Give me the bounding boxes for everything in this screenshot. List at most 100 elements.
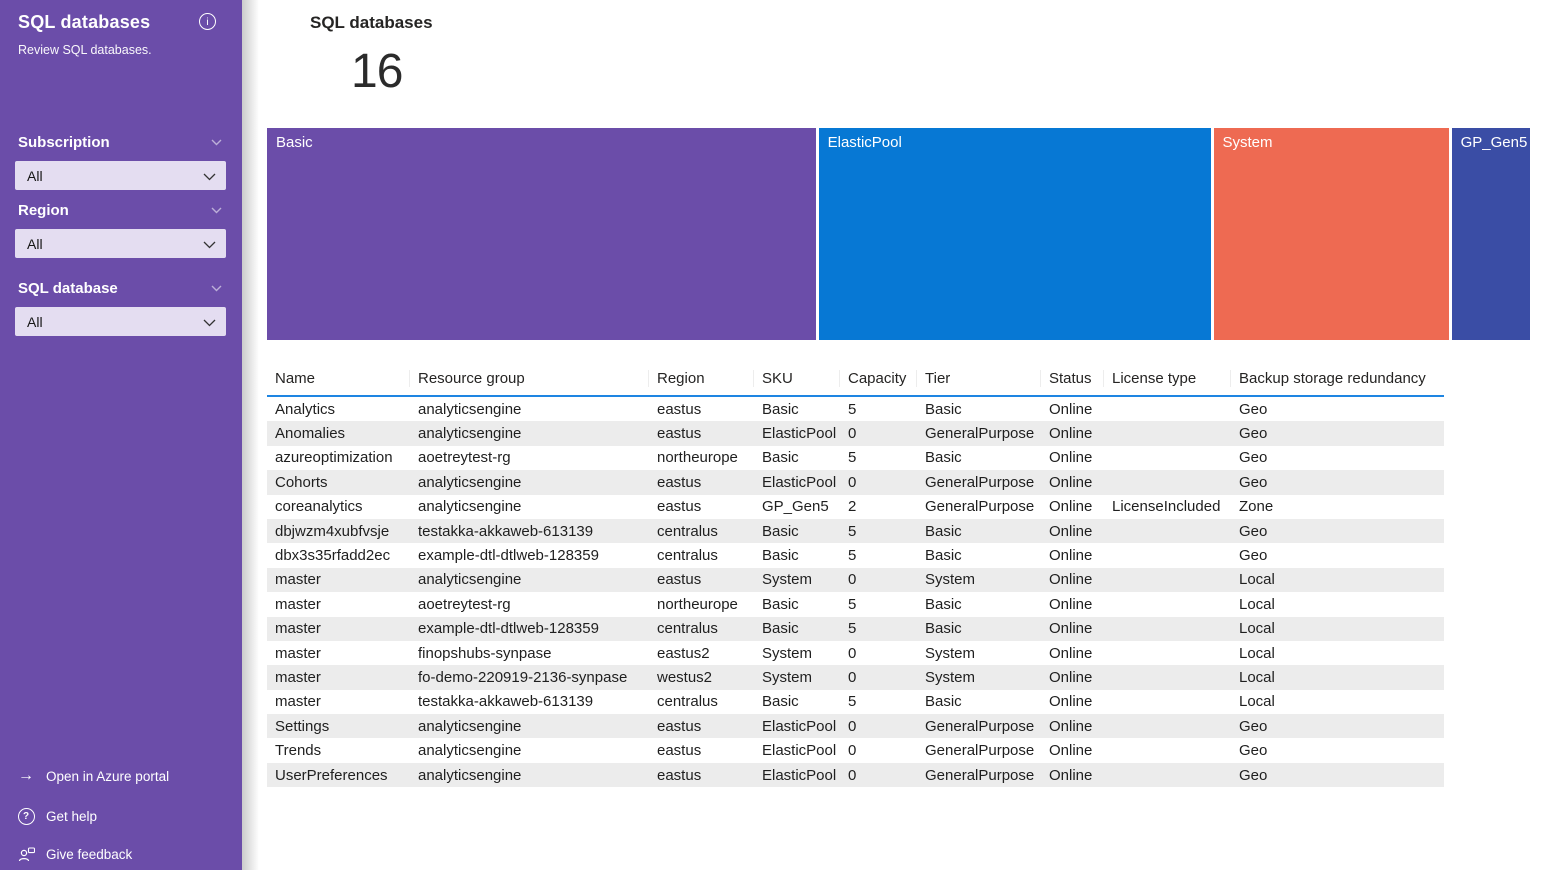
table-cell: 0 — [848, 766, 857, 784]
table-row[interactable]: master fo-demo-220919-2136-synpase westus2… — [267, 665, 1444, 690]
table-row[interactable]: dbjwzm4xubfvsje testakka-akkaweb-613139 ce… — [267, 518, 1444, 544]
sidebar-shadow — [242, 0, 259, 870]
table-cell: azureoptimization — [275, 449, 393, 467]
feedback-person-icon — [17, 847, 35, 862]
table-cell: centralus — [657, 693, 718, 711]
table-cell: Online — [1049, 693, 1093, 711]
column-header[interactable]: Region — [649, 369, 754, 387]
dropdown-value: All — [27, 167, 43, 184]
table-cell: testakka-akkaweb-613139 — [418, 693, 594, 711]
table-cell: Local — [1239, 644, 1275, 662]
table-cell: Geo — [1239, 742, 1268, 760]
table-cell: Online — [1049, 547, 1093, 565]
column-header[interactable]: Status — [1041, 369, 1104, 387]
table-row[interactable]: master analyticsengine eastus System 0 System… — [267, 567, 1444, 593]
table-cell: Geo — [1239, 717, 1268, 735]
table-row[interactable]: UserPreferences analyticsengine eastus Elas… — [267, 762, 1444, 788]
table-cell: Online — [1049, 498, 1093, 516]
column-header[interactable]: SKU — [754, 369, 840, 387]
column-header[interactable]: Resource group — [410, 369, 649, 387]
table-row[interactable]: coreanalytics analyticsengine eastus GP_Gen… — [267, 495, 1444, 519]
table-cell: Basic — [925, 522, 962, 540]
table-cell: Local — [1239, 620, 1275, 638]
table-cell: GeneralPurpose — [925, 473, 1035, 491]
table-cell: master — [275, 620, 321, 638]
table-cell: 0 — [848, 473, 857, 491]
table-cell: GeneralPurpose — [925, 717, 1035, 735]
table-cell: eastus — [657, 742, 702, 760]
table-cell: System — [925, 668, 976, 686]
column-header[interactable]: License type — [1104, 369, 1231, 387]
link-label: Get help — [46, 809, 98, 824]
chevron-down-icon — [203, 314, 216, 330]
column-header[interactable]: Name — [267, 369, 410, 387]
table-cell: 2 — [848, 498, 857, 516]
treemap-segment-label: System — [1222, 134, 1273, 151]
column-header[interactable]: Backup storage redundancy — [1239, 369, 1426, 387]
treemap-segment-label: ElasticPool — [827, 134, 902, 151]
treemap-segment-basic[interactable]: Basic — [267, 128, 816, 340]
table-cell: Zone — [1239, 498, 1274, 516]
table-cell: Online — [1049, 766, 1093, 784]
table-row[interactable]: dbx3s35rfadd2ec example-dtl-dtlweb-128359… — [267, 543, 1444, 567]
table-row[interactable]: azureoptimization aoetreytest-rg northeuro… — [267, 446, 1444, 470]
table-row[interactable]: master example-dtl-dtlweb-128359 centralus… — [267, 616, 1444, 641]
table-cell: 5 — [848, 400, 857, 418]
table-cell: 5 — [848, 449, 857, 467]
table-row[interactable]: Settings analyticsengine eastus ElasticPool… — [267, 714, 1444, 739]
table-cell: Geo — [1239, 766, 1268, 784]
table-cell: 0 — [848, 644, 857, 662]
collapse-chevron-icon[interactable] — [211, 139, 222, 146]
column-header[interactable]: Tier — [917, 369, 1041, 387]
table-cell: Online — [1049, 620, 1093, 638]
table-cell: eastus — [657, 717, 702, 735]
table-cell: Basic — [925, 693, 962, 711]
table-cell: Geo — [1239, 522, 1268, 540]
table-cell: 5 — [848, 522, 857, 540]
table-cell: GeneralPurpose — [925, 742, 1035, 760]
dropdown-value: All — [27, 235, 43, 252]
card-title: SQL databases — [310, 13, 433, 32]
treemap-segment-system[interactable]: System — [1213, 128, 1449, 340]
table-cell: Analytics — [275, 400, 336, 418]
table-cell: fo-demo-220919-2136-synpase — [418, 668, 628, 686]
table-row[interactable]: master finopshubs-synpase eastus2 System 0 Sy… — [267, 641, 1444, 665]
table-cell: 5 — [848, 620, 857, 638]
table-cell: westus2 — [657, 668, 713, 686]
table-cell: 5 — [848, 693, 857, 711]
table-cell: master — [275, 571, 321, 589]
sql-database-dropdown[interactable]: All — [15, 307, 226, 336]
region-dropdown[interactable]: All — [15, 229, 226, 258]
subscription-dropdown[interactable]: All — [15, 161, 226, 190]
table-row[interactable]: Cohorts analyticsengine eastus ElasticPool 0… — [267, 470, 1444, 495]
get-help-link[interactable]: ? Get help — [17, 808, 97, 825]
table-cell: eastus — [657, 571, 702, 589]
table-cell: Basic — [762, 620, 799, 638]
table-cell: analyticsengine — [418, 571, 522, 589]
table-row[interactable]: Analytics analyticsengine eastus Basic 5 Basi… — [267, 397, 1444, 421]
table-cell: aoetreytest-rg — [418, 595, 511, 613]
chevron-down-icon — [203, 236, 216, 252]
table-cell: Settings — [275, 717, 330, 735]
table-row[interactable]: Trends analyticsengine eastus ElasticPool 0 G… — [267, 738, 1444, 762]
info-icon[interactable]: i — [199, 13, 216, 30]
databases-table: Name Resource group Region SKU Capacity Tier S… — [267, 361, 1444, 788]
open-in-azure-portal-link[interactable]: → Open in Azure portal — [17, 768, 169, 784]
table-cell: Basic — [925, 595, 962, 613]
column-header[interactable]: Capacity — [840, 369, 917, 387]
app-title: SQL databases — [18, 12, 151, 32]
collapse-chevron-icon[interactable] — [211, 207, 222, 214]
treemap-segment-elasticpool[interactable]: ElasticPool — [818, 128, 1211, 340]
table-cell: ElasticPool — [762, 425, 837, 443]
link-label: Open in Azure portal — [46, 768, 170, 784]
give-feedback-link[interactable]: Give feedback — [17, 847, 132, 862]
table-cell: Basic — [762, 595, 799, 613]
filter-label-subscription: Subscription — [18, 134, 222, 151]
table-row[interactable]: master aoetreytest-rg northeurope Basic 5 Bas… — [267, 592, 1444, 616]
help-circle-icon: ? — [17, 808, 35, 825]
table-row[interactable]: master testakka-akkaweb-613139 centralus Ba… — [267, 690, 1444, 714]
table-cell: Geo — [1239, 400, 1268, 418]
treemap-segment-gp_gen5[interactable]: GP_Gen5 — [1451, 128, 1530, 340]
collapse-chevron-icon[interactable] — [211, 285, 222, 292]
table-row[interactable]: Anomalies analyticsengine eastus ElasticPoo… — [267, 421, 1444, 446]
